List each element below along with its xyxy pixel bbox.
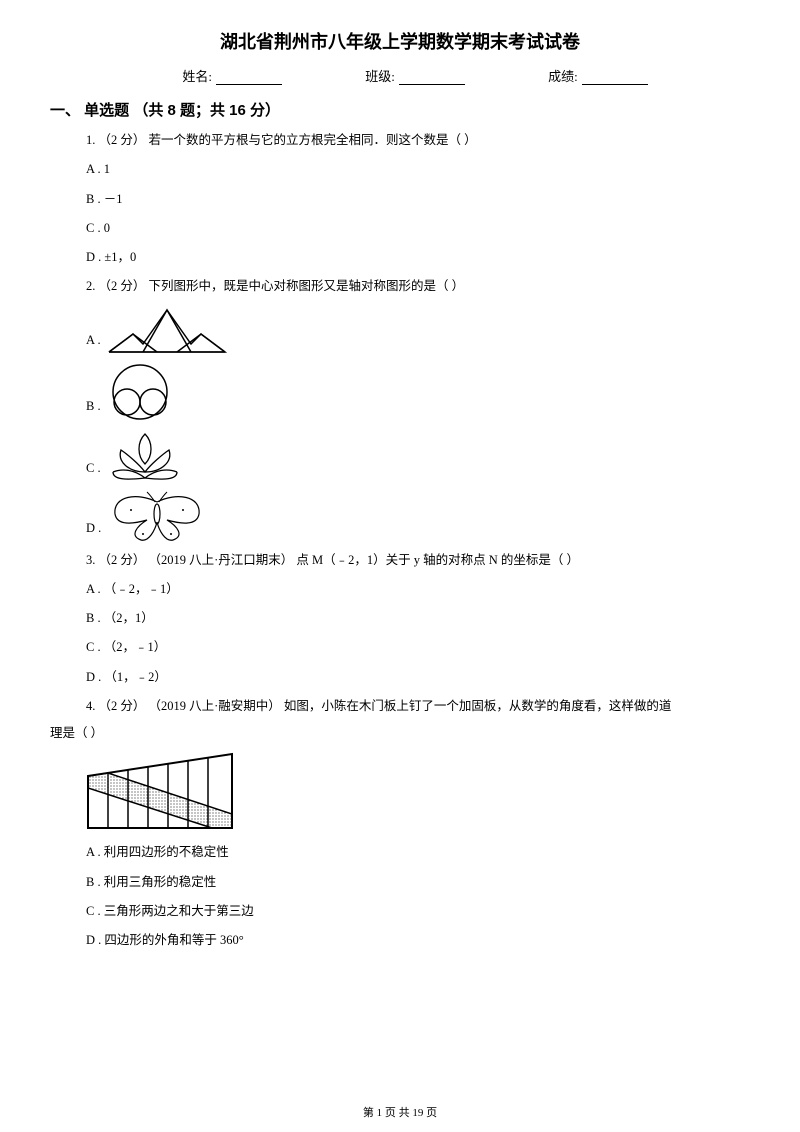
q4-opt-d: D . 四边形的外角和等于 360° xyxy=(86,930,750,951)
q4-opt-c: C . 三角形两边之和大于第三边 xyxy=(86,901,750,922)
score-blank xyxy=(582,70,648,85)
question-block: 1. （2 分） 若一个数的平方根与它的立方根完全相同．则这个数是（ ） A .… xyxy=(50,130,750,951)
q4-stem-2: 理是（ ） xyxy=(50,726,103,740)
q2-d-label: D . xyxy=(86,518,101,543)
q1-stem: 1. （2 分） 若一个数的平方根与它的立方根完全相同．则这个数是（ ） xyxy=(86,130,750,151)
class-label: 班级: xyxy=(365,69,395,84)
question-1: 1. （2 分） 若一个数的平方根与它的立方根完全相同．则这个数是（ ） A .… xyxy=(50,130,750,268)
q1-opt-c: C . 0 xyxy=(86,218,750,239)
q3-opt-c: C . （2，﹣1） xyxy=(86,637,750,658)
question-2: 2. （2 分） 下列图形中，既是中心对称图形又是轴对称图形的是（ ） A . … xyxy=(50,276,750,543)
q3-opt-d: D . （1，﹣2） xyxy=(86,667,750,688)
q3-opt-b: B . （2，1） xyxy=(86,608,750,629)
name-label: 姓名: xyxy=(182,69,212,84)
question-4-body: A . 利用四边形的不稳定性 B . 利用三角形的稳定性 C . 三角形两边之和… xyxy=(50,752,750,951)
section-heading: 一、 单选题 （共 8 题；共 16 分） xyxy=(50,99,750,120)
question-4-stem-line2: 理是（ ） xyxy=(50,723,750,744)
q3-stem: 3. （2 分） （2019 八上·丹江口期末） 点 M（﹣2，1）关于 y 轴… xyxy=(86,550,750,571)
q2-opt-b: B . xyxy=(86,362,750,422)
page: 湖北省荆州市八年级上学期数学期末考试试卷 姓名: 班级: 成绩: 一、 单选题 … xyxy=(0,0,800,1132)
butterfly-icon xyxy=(107,490,207,544)
q2-a-label: A . xyxy=(86,330,101,355)
question-4-stem-line1: 4. （2 分） （2019 八上·融安期中） 如图，小陈在木门板上钉了一个加固… xyxy=(50,696,750,717)
q2-stem: 2. （2 分） 下列图形中，既是中心对称图形又是轴对称图形的是（ ） xyxy=(86,276,750,297)
door-board-figure xyxy=(86,752,750,832)
score-label: 成绩: xyxy=(548,69,578,84)
door-board-icon xyxy=(86,752,236,832)
q2-opt-a: A . xyxy=(86,306,750,356)
name-blank xyxy=(216,70,282,85)
q2-c-label: C . xyxy=(86,458,101,483)
q2-opt-c: C . xyxy=(86,428,750,484)
question-3: 3. （2 分） （2019 八上·丹江口期末） 点 M（﹣2，1）关于 y 轴… xyxy=(50,550,750,688)
q4-stem-1: 4. （2 分） （2019 八上·融安期中） 如图，小陈在木门板上钉了一个加固… xyxy=(86,696,750,717)
q2-opt-d: D . xyxy=(86,490,750,544)
q4-opt-a: A . 利用四边形的不稳定性 xyxy=(86,842,750,863)
exam-title: 湖北省荆州市八年级上学期数学期末考试试卷 xyxy=(50,28,750,54)
q3-opt-a: A . （﹣2，﹣1） xyxy=(86,579,750,600)
q1-opt-b: B . －1 xyxy=(86,189,750,210)
triangles-icon xyxy=(107,306,227,356)
page-footer: 第 1 页 共 19 页 xyxy=(0,1104,800,1120)
class-blank xyxy=(399,70,465,85)
q1-opt-a: A . 1 xyxy=(86,159,750,180)
q2-b-label: B . xyxy=(86,396,101,421)
circles-icon xyxy=(107,362,173,422)
lotus-icon xyxy=(107,428,183,484)
q4-opt-b: B . 利用三角形的稳定性 xyxy=(86,872,750,893)
header-row: 姓名: 班级: 成绩: xyxy=(50,66,750,85)
q1-opt-d: D . ±1，0 xyxy=(86,247,750,268)
